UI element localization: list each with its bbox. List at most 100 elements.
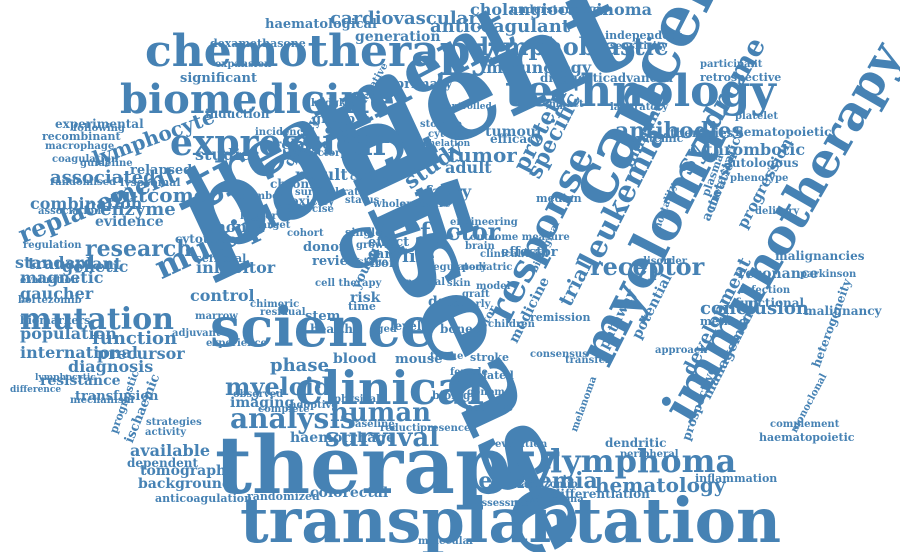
word-disorder: disorder: [640, 257, 687, 267]
word-presence: presence: [420, 424, 470, 434]
word-marrow: marrow: [195, 312, 238, 322]
word-group: group: [312, 113, 355, 126]
word-transfer: transfer: [565, 356, 610, 366]
word-carfilzomib: carfilzomib: [515, 480, 578, 490]
word-delivery: delivery: [755, 207, 799, 217]
word-median: median: [536, 193, 582, 204]
word-method: method: [700, 316, 747, 327]
word-lysosomal: lysosomal: [120, 177, 181, 188]
word-haemorrhage: haemorrhage: [290, 431, 395, 445]
word-outcome-measure: outcome measure: [470, 233, 570, 243]
word-residual: residual: [260, 308, 306, 318]
word-regulation: regulation: [23, 241, 82, 251]
word-participant: participant: [700, 60, 762, 70]
word-retrospective: retrospective: [700, 72, 781, 83]
word-strategies: strategies: [146, 418, 202, 428]
word-aged: aged: [370, 325, 397, 335]
word-time: time: [348, 301, 376, 312]
word-result: result: [295, 167, 348, 183]
word-survival-rate: survival rate: [295, 188, 365, 198]
word-anticoagulant: anticoagulant: [430, 18, 570, 36]
word-biomarkers: biomarkers: [20, 315, 90, 326]
word-anticoagulation: anticoagulation: [155, 493, 252, 504]
word-infection: infection: [740, 286, 790, 296]
word-gaucher: gaucher: [20, 286, 93, 302]
word-primary: primary: [395, 78, 452, 91]
word-pediatric: pediatric: [462, 263, 512, 273]
word-bone: bone: [440, 323, 473, 335]
word-stage: stage: [358, 258, 388, 268]
word-genetic: genetic: [62, 259, 128, 275]
word-clinical-trial: clinical trial: [480, 250, 549, 260]
word-blood: blood: [333, 352, 377, 366]
word-exposure: exposure: [400, 200, 451, 210]
word-cytotoxic: cytotoxic: [175, 233, 235, 245]
word-evaluation: evaluation: [20, 276, 79, 286]
word-haematopoietic: haematopoietic: [759, 432, 854, 443]
word-inflammation: inflammation: [695, 473, 777, 484]
word-approach: approach: [655, 346, 707, 356]
word-background: background: [138, 477, 232, 491]
word-colorectal: colorectal: [310, 486, 388, 500]
word-generation: generation: [355, 30, 441, 44]
word-dexamethasone: dexamethasone: [210, 38, 306, 49]
word-activity: activity: [145, 428, 186, 438]
word-difference: difference: [10, 386, 61, 395]
word-fabry: fabry: [425, 184, 471, 200]
word-hodgkin: hodgkin: [311, 99, 357, 109]
word-engineering: engineering: [450, 218, 518, 228]
word-mechanism: mechanism: [70, 396, 134, 406]
word-female: female: [450, 368, 488, 378]
word-review: review: [312, 255, 359, 268]
word-impact: impact: [545, 100, 584, 110]
word-controlled: controlled: [440, 103, 492, 112]
word-phase: phase: [270, 357, 329, 375]
word-studies: studies: [195, 147, 259, 163]
word-genome: genome: [467, 388, 511, 398]
word-evolution: evolution: [495, 440, 547, 450]
word-heterogeneity: heterogeneity: [810, 277, 853, 369]
word-following: following: [73, 124, 125, 134]
word-exercise: exercise: [288, 205, 334, 215]
word-observed: observed: [233, 390, 283, 400]
word-function: function: [92, 330, 177, 348]
word-randomized: randomized: [247, 491, 320, 502]
word-platelet: platelet: [735, 112, 778, 122]
word-remission: remission: [530, 312, 591, 323]
word-lymphocytic: lymphocytic: [35, 374, 96, 383]
word-malignancies: malignancies: [775, 250, 864, 262]
word-cell-therapy: cell therapy: [315, 279, 381, 289]
word-number: number: [240, 192, 284, 202]
word-assessment: assessment: [475, 499, 539, 509]
word-physical: physical: [334, 395, 380, 405]
word-diagnostic: diagnostic: [540, 72, 610, 84]
word-experience: experience: [206, 339, 267, 349]
word-significant: significant: [180, 72, 257, 85]
word-haematological: haematological: [265, 18, 377, 31]
word-refractory: refractory: [290, 149, 346, 159]
word-expansion: expansion: [215, 60, 271, 70]
word-positive: positive: [465, 402, 513, 413]
word-chelation: chelation: [423, 140, 470, 149]
word-model: model: [476, 282, 510, 292]
word-cohort: cohort: [287, 229, 324, 239]
word-tissue: tissue: [430, 352, 463, 362]
word-control: control: [190, 288, 255, 304]
word-therapies: therapies: [670, 127, 733, 139]
word-donor: donor: [303, 241, 346, 254]
word-enzyme: enzyme: [100, 201, 176, 219]
word-peripheral: peripheral: [620, 450, 679, 460]
word-laboratory: laboratory: [610, 103, 668, 113]
word-stroke: stroke: [470, 352, 509, 363]
word-incidence: incidence: [255, 128, 309, 138]
word-understanding: understanding: [510, 4, 600, 15]
word-cytokine: cytokine: [428, 130, 476, 140]
word-inhibitor: inhibitor: [196, 260, 275, 276]
word-children: children: [488, 320, 535, 330]
word-sensitivity: sensitivity: [610, 42, 667, 52]
word-model: model: [338, 131, 390, 146]
word-elderly: elderly: [452, 300, 490, 310]
word-cellular: cellular: [350, 173, 393, 183]
word-target: target: [256, 221, 290, 231]
